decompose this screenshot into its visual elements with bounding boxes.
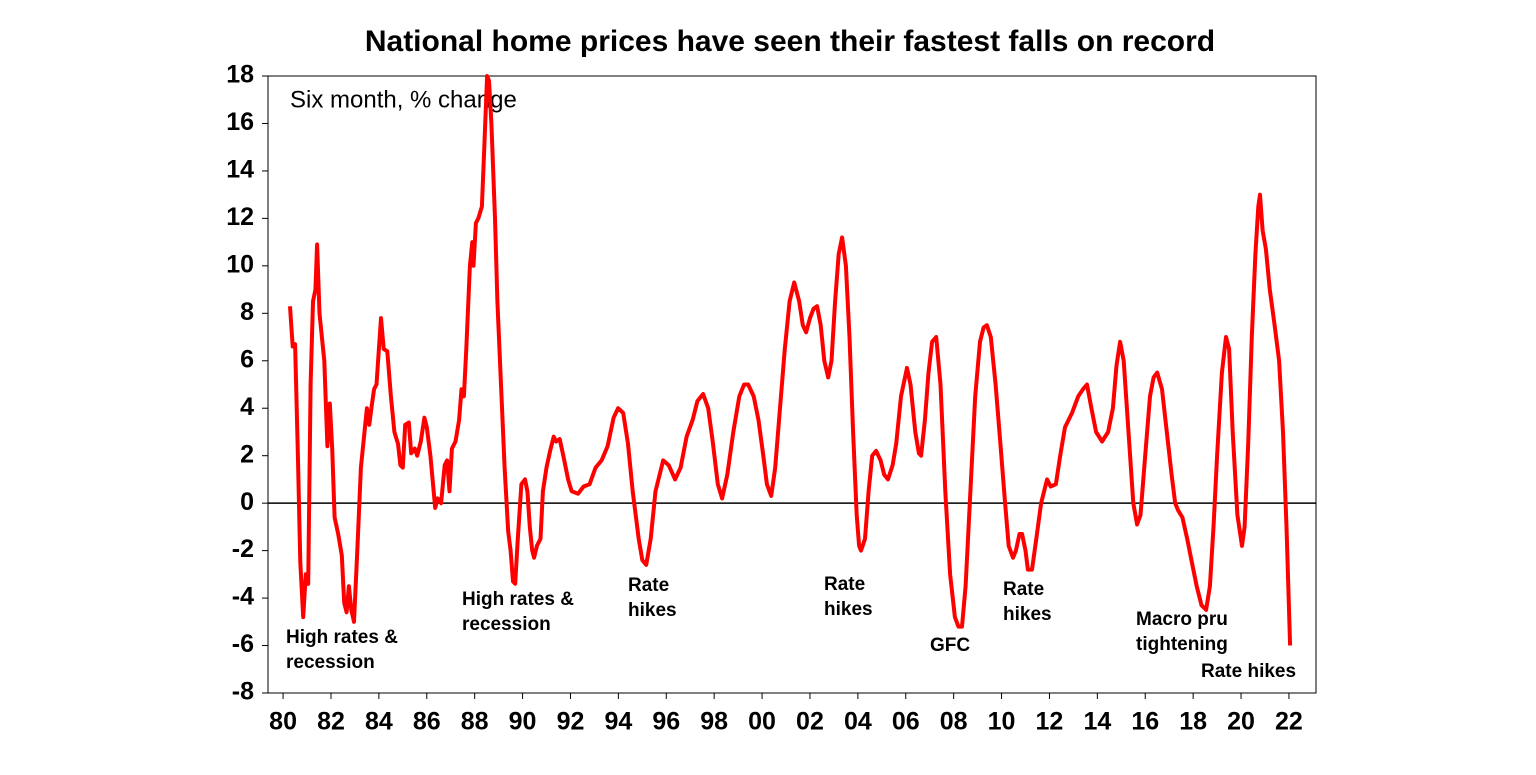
x-tick-label: 82 <box>317 708 345 736</box>
annotation: recession <box>462 614 551 635</box>
y-tick-label: 0 <box>240 488 254 516</box>
annotation: tightening <box>1136 634 1228 655</box>
x-tick-label: 92 <box>557 708 585 736</box>
x-tick-label: 90 <box>509 708 537 736</box>
annotation: Rate <box>824 574 865 595</box>
y-tick-label: 6 <box>240 345 254 373</box>
y-tick-label: 10 <box>226 250 254 278</box>
y-tick-label: 14 <box>226 156 254 184</box>
x-tick-label: 18 <box>1179 708 1207 736</box>
x-tick-label: 08 <box>940 708 968 736</box>
x-tick-label: 00 <box>748 708 776 736</box>
x-tick-label: 86 <box>413 708 441 736</box>
y-tick-label: -6 <box>232 630 254 658</box>
x-tick-label: 12 <box>1036 708 1064 736</box>
annotation: hikes <box>628 600 677 621</box>
x-tick-label: 04 <box>844 708 872 736</box>
annotation: High rates & <box>286 627 398 648</box>
plot-frame <box>267 75 1317 694</box>
x-tick-label: 14 <box>1083 708 1111 736</box>
y-tick-label: -4 <box>232 583 254 611</box>
axis-label: Six month, % change <box>290 86 517 113</box>
x-tick-label: 84 <box>365 708 393 736</box>
annotation: Macro pru <box>1136 609 1228 630</box>
annotation: GFC <box>930 635 970 656</box>
x-tick-label: 10 <box>988 708 1016 736</box>
x-tick-label: 22 <box>1275 708 1303 736</box>
x-tick-label: 16 <box>1131 708 1159 736</box>
annotation: recession <box>286 652 375 673</box>
annotation: hikes <box>824 599 873 620</box>
y-tick-label: 12 <box>226 203 254 231</box>
y-tick-label: 18 <box>226 61 254 89</box>
annotation: Rate <box>1003 579 1044 600</box>
x-tick-label: 94 <box>604 708 632 736</box>
x-tick-label: 02 <box>796 708 824 736</box>
annotation: Rate <box>628 575 669 596</box>
annotation: Rate hikes <box>1201 661 1296 682</box>
annotation: High rates & <box>462 589 574 610</box>
x-tick-label: 80 <box>269 708 297 736</box>
x-tick-label: 88 <box>461 708 489 736</box>
y-tick-label: -2 <box>232 535 254 563</box>
x-tick-label: 20 <box>1227 708 1255 736</box>
y-tick-label: 4 <box>240 393 254 421</box>
y-tick-label: -8 <box>232 678 254 706</box>
annotation: hikes <box>1003 604 1052 625</box>
y-tick-label: 2 <box>240 440 254 468</box>
y-tick-label: 16 <box>226 108 254 136</box>
x-tick-label: 06 <box>892 708 920 736</box>
y-tick-label: 8 <box>240 298 254 326</box>
chart-title: National home prices have seen their fas… <box>365 25 1215 58</box>
data-line <box>288 74 1293 646</box>
x-tick-label: 96 <box>652 708 680 736</box>
x-tick-label: 98 <box>700 708 728 736</box>
